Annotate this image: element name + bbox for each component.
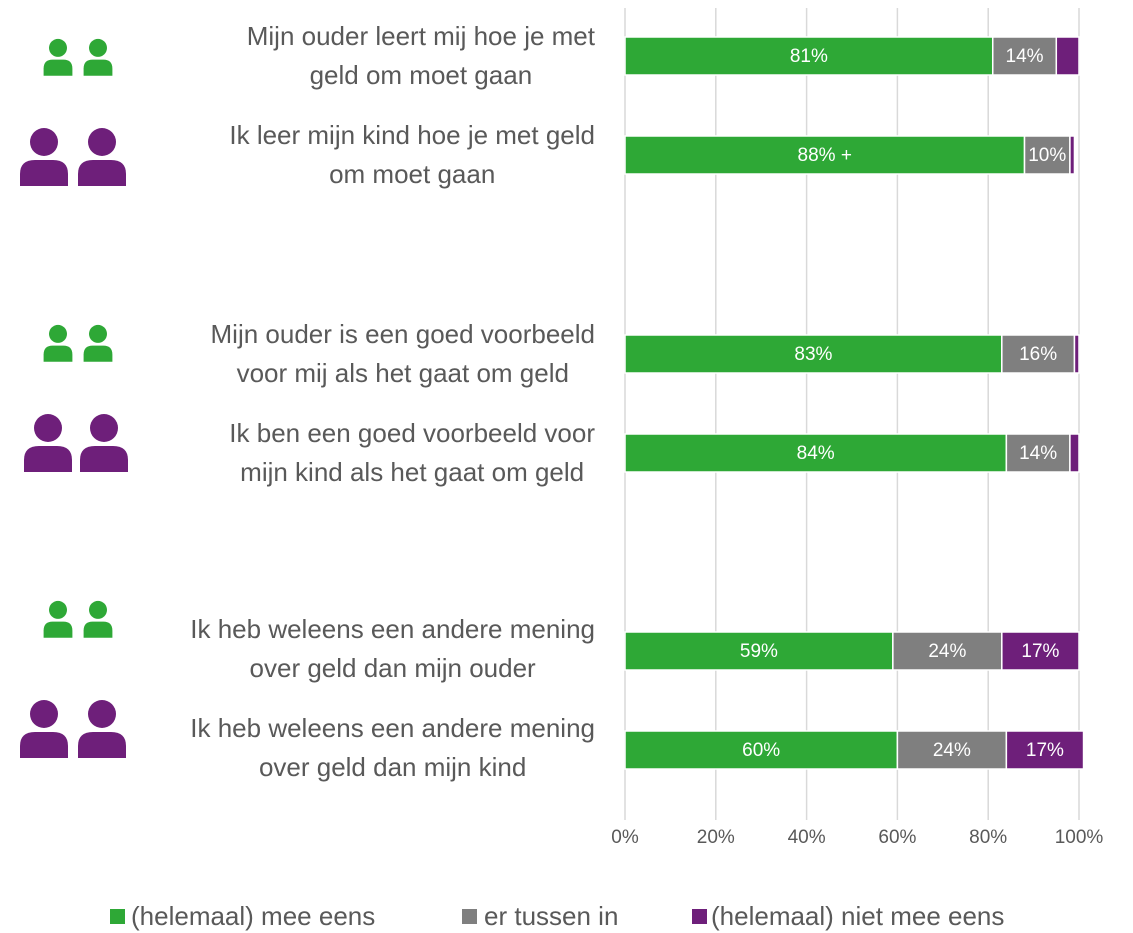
child-icon [83,38,113,76]
category-label: Mijn ouder leert mij hoe je met geld om … [246,21,595,90]
legend-swatch [692,909,707,924]
legend-swatch [110,909,125,924]
child-icon [43,324,73,362]
category-label: Ik leer mijn kind hoe je met geld om moe… [229,120,595,189]
parent-icon [20,128,68,186]
legend-label: (helemaal) niet mee eens [711,901,1004,931]
data-label: 81% [790,46,828,67]
bar-segment [1069,433,1080,473]
grid [624,8,1080,820]
child-icon [43,38,73,76]
bar-segment [896,730,1008,770]
data-label: 84% [797,443,835,464]
data-label: 16% [1019,344,1057,365]
x-tick-label: 60% [878,827,916,848]
bar-segment [624,433,1008,473]
data-label: 60% [742,740,780,761]
child-icon [83,600,113,638]
bar-segment [892,631,1003,671]
bar-segment [624,334,1003,374]
category-label: Ik heb weleens een andere mening over ge… [190,614,595,683]
bar-segment [1001,334,1076,374]
parent-icon [24,414,72,472]
data-label: 14% [1019,443,1057,464]
parent-icon [78,128,126,186]
data-label: 88% + [798,145,852,166]
category-label: Ik heb weleens een andere mening over ge… [190,713,595,782]
bar-segment [1069,135,1076,175]
bar-segment [624,36,994,76]
x-tick-label: 0% [611,827,639,848]
category-label: Ik ben een goed voorbeeld voor mijn kind… [229,418,595,487]
data-label: 59% [740,641,778,662]
bar-segment [624,631,894,671]
child-icon [43,600,73,638]
legend-swatch [462,909,477,924]
bar-segment [1023,135,1071,175]
data-label: 24% [928,641,966,662]
data-label: 17% [1026,740,1064,761]
parent-icon [80,414,128,472]
bar-segment [624,135,1026,175]
data-label: 10% [1028,145,1066,166]
x-tick-label: 100% [1055,827,1104,848]
data-label: 24% [933,740,971,761]
data-label: 14% [1006,46,1044,67]
legend-label: (helemaal) mee eens [131,901,375,931]
data-label: 83% [794,344,832,365]
bar-segment [1005,730,1085,770]
category-label: Mijn ouder is een goed voorbeeld voor mi… [210,319,595,388]
x-tick-label: 20% [697,827,735,848]
x-tick-label: 80% [969,827,1007,848]
bar-segment [1001,631,1080,671]
child-icon [83,324,113,362]
x-tick-label: 40% [788,827,826,848]
bar-segment [1005,433,1071,473]
parent-icon [20,700,68,758]
bar-segment [1055,36,1080,76]
bar-segment [1073,334,1080,374]
parent-icons [20,128,128,758]
parent-icon [78,700,126,758]
bar-segment [991,36,1058,76]
data-label: 17% [1021,641,1059,662]
legend-label: er tussen in [484,901,618,931]
